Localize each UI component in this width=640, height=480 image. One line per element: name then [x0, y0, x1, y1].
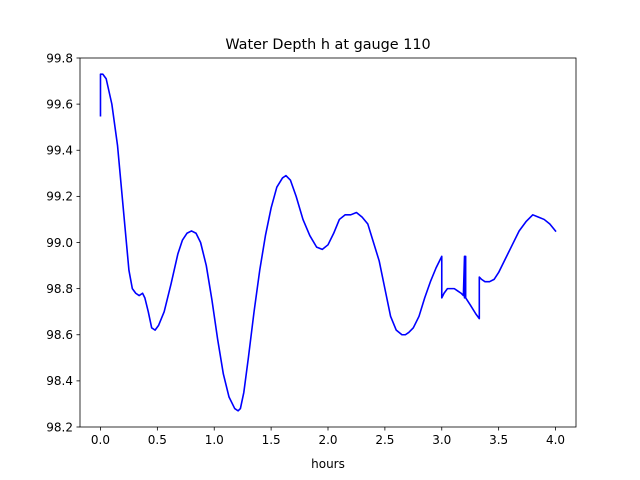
- x-tick-label: 4.0: [546, 433, 565, 447]
- y-tick-label: 98.6: [46, 328, 73, 342]
- x-tick-label: 1.0: [205, 433, 224, 447]
- y-tick-label: 98.2: [46, 420, 73, 434]
- y-tick-label: 99.0: [46, 236, 73, 250]
- y-tick-label: 99.8: [46, 51, 73, 65]
- y-tick-label: 99.4: [46, 144, 73, 158]
- x-tick-label: 2.0: [318, 433, 337, 447]
- x-tick-label: 2.5: [375, 433, 394, 447]
- y-tick-label: 99.2: [46, 190, 73, 204]
- plot-area: 0.0 0.5 1.0 1.5 2.0 2.5 3.0 3.5 4.0 98.2 98.4 98.6 9…: [46, 51, 577, 447]
- x-tick-label: 3.0: [432, 433, 451, 447]
- x-tick-label: 3.5: [489, 433, 508, 447]
- y-tick-label: 98.4: [46, 374, 73, 388]
- series-line-0: [99, 73, 557, 412]
- x-tick-label: 1.5: [262, 433, 281, 447]
- x-tick-label: 0.5: [148, 433, 167, 447]
- y-tick-label: 98.8: [46, 282, 73, 296]
- x-tick-label: 0.0: [91, 433, 110, 447]
- y-tick-label: 99.6: [46, 97, 73, 111]
- x-axis-label: hours: [311, 457, 345, 471]
- chart-title: Water Depth h at gauge 110: [225, 37, 430, 53]
